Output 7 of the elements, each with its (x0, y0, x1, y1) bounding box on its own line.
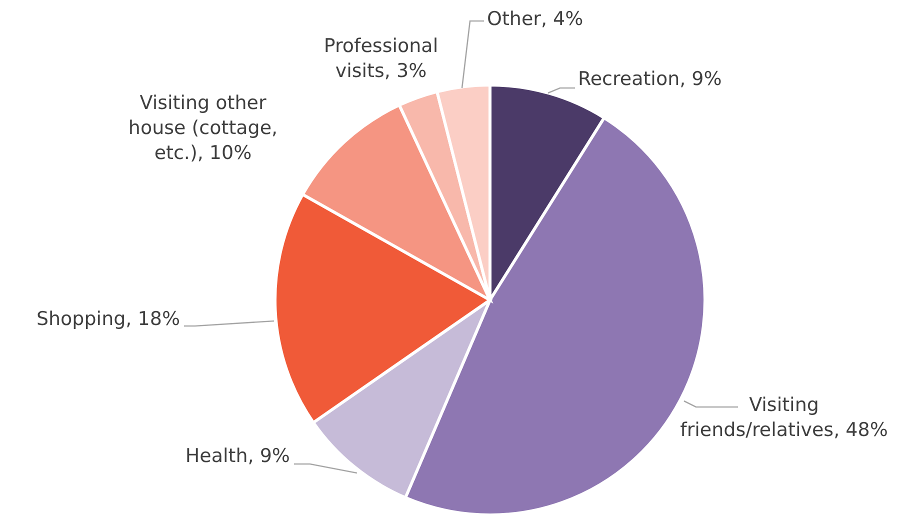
slice-label: Professional visits, 3% (322, 34, 440, 84)
slice-label: Other, 4% (487, 7, 584, 32)
slice-label: Shopping, 18% (35, 307, 180, 332)
slice-label: Visiting other house (cottage, etc.), 10% (127, 91, 279, 166)
slice-label: Visiting friends/relatives, 48% (679, 393, 889, 443)
slice-label: Recreation, 9% (578, 67, 723, 92)
slice-label: Health, 9% (184, 444, 290, 469)
